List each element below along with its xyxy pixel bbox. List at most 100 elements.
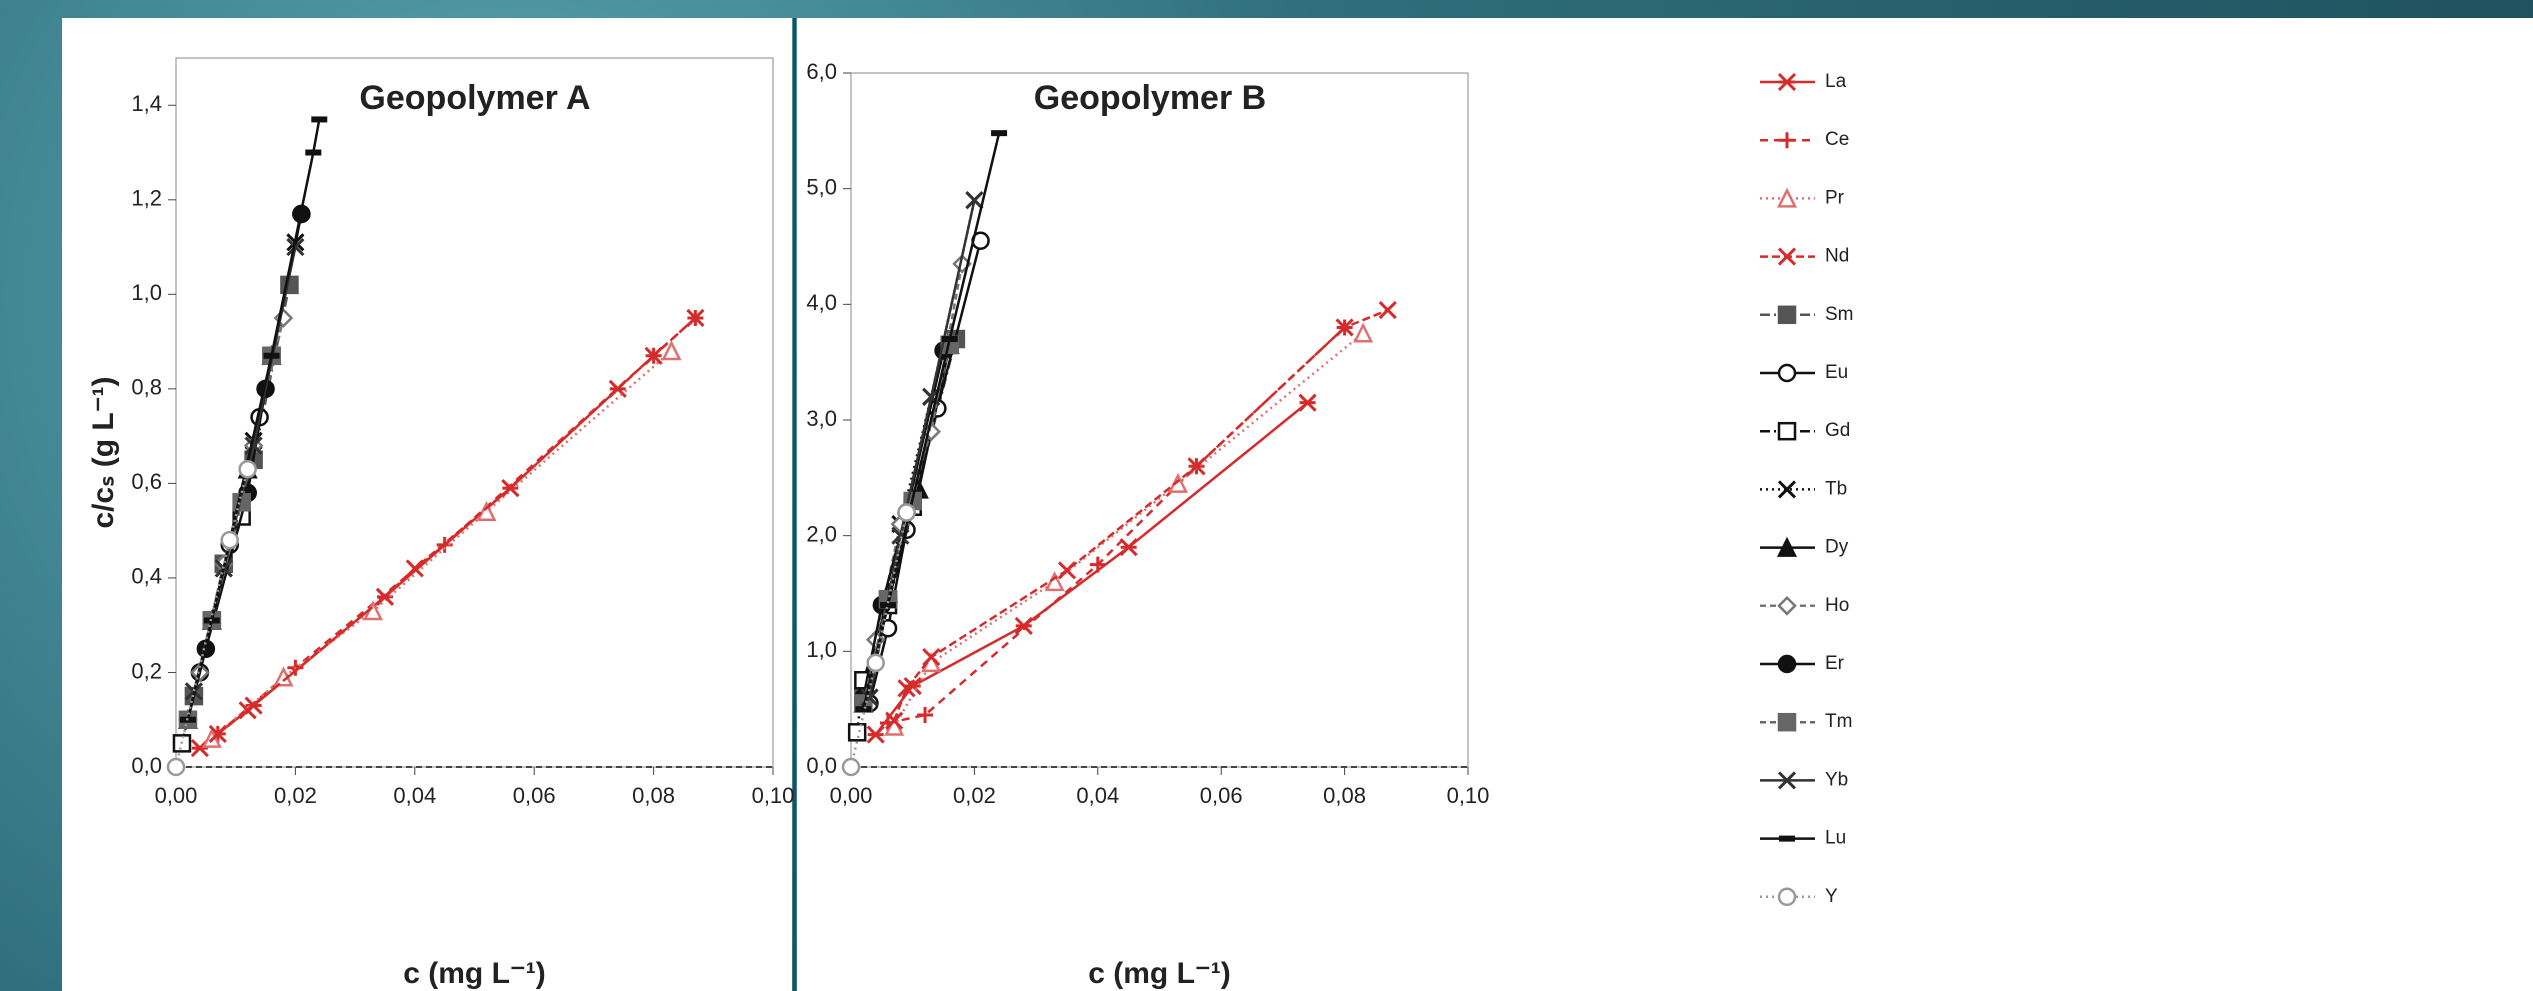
x-tick-label: 0,00 [155, 783, 198, 808]
marker-shape [1353, 322, 1374, 343]
marker-shape [644, 346, 663, 365]
marker-shape [1777, 654, 1797, 674]
legend-label: Sm [1825, 304, 1854, 325]
marker [208, 724, 227, 743]
x-tick-label: 0,04 [1076, 783, 1119, 808]
marker [311, 116, 328, 123]
legend-label: Nd [1825, 246, 1849, 267]
marker-shape [885, 711, 904, 730]
marker-shape [1777, 247, 1797, 266]
legend-label: Gd [1825, 420, 1850, 441]
marker-shape [1298, 393, 1317, 412]
marker [1378, 301, 1397, 320]
marker [1777, 654, 1797, 674]
marker-shape [238, 459, 257, 479]
marker-shape [661, 340, 682, 361]
marker-shape [238, 701, 257, 720]
marker [1777, 247, 1797, 266]
marker [1044, 571, 1065, 592]
x-tick-label: 0,10 [752, 783, 795, 808]
marker [220, 530, 239, 550]
panel-a [62, 18, 792, 991]
y-tick-label: 0,2 [131, 658, 162, 683]
marker [1777, 712, 1797, 732]
marker [885, 711, 904, 730]
x-tick-label: 0,06 [1200, 783, 1243, 808]
marker-shape [1777, 887, 1797, 907]
marker-shape [1777, 771, 1797, 790]
marker [965, 191, 984, 210]
marker-shape [1776, 187, 1798, 208]
y-tick-label: 0,0 [131, 753, 162, 778]
y-tick-label: 6,0 [806, 59, 837, 84]
marker [1777, 363, 1797, 383]
marker [855, 706, 872, 713]
marker [1777, 305, 1797, 325]
y-tick-label: 1,4 [131, 91, 162, 116]
marker-shape [244, 436, 263, 455]
marker-shape [263, 352, 280, 359]
marker-shape [897, 679, 916, 698]
marker [922, 648, 941, 667]
marker-shape [166, 757, 186, 777]
marker [1777, 72, 1797, 92]
marker [880, 602, 897, 609]
legend-label: Dy [1825, 537, 1849, 558]
marker-shape [1777, 363, 1797, 383]
marker-shape [405, 559, 424, 578]
y-axis-label: c/cₛ (g L⁻¹) [87, 376, 120, 528]
marker-shape [1779, 835, 1795, 842]
y-tick-label: 0,0 [806, 753, 837, 778]
legend-label: Lu [1825, 828, 1846, 849]
marker [897, 503, 916, 522]
y-tick-label: 0,6 [131, 469, 162, 494]
marker-shape [866, 653, 885, 673]
legend-label: Tm [1825, 711, 1852, 732]
marker-shape [1777, 305, 1797, 325]
marker-shape [965, 191, 984, 210]
plot-frame [175, 57, 774, 768]
marker-shape [855, 706, 872, 713]
y-tick-label: 5,0 [806, 174, 837, 199]
marker-shape [917, 706, 934, 723]
marker [661, 340, 682, 361]
y-tick-label: 1,0 [131, 280, 162, 305]
marker [841, 757, 861, 777]
marker-shape [866, 725, 885, 744]
marker-shape [841, 757, 861, 777]
marker [1776, 536, 1798, 557]
marker [1089, 556, 1106, 573]
marker-shape [286, 238, 305, 257]
x-tick-label: 0,08 [632, 783, 675, 808]
marker [644, 346, 663, 365]
series-line [868, 199, 976, 698]
x-axis-label: c (mg L⁻¹) [403, 957, 546, 990]
marker [305, 149, 322, 156]
marker-shape [1776, 536, 1798, 557]
marker [1777, 887, 1797, 907]
marker [1777, 480, 1797, 499]
marker-shape [1777, 712, 1797, 732]
marker-shape [208, 724, 227, 743]
marker [1187, 457, 1206, 476]
marker [1779, 132, 1795, 149]
legend-label: Eu [1825, 362, 1848, 383]
marker-shape [1779, 132, 1795, 149]
y-tick-label: 0,4 [131, 564, 162, 589]
marker [686, 308, 705, 328]
marker-shape [880, 602, 897, 609]
marker [263, 352, 280, 359]
marker-shape [311, 116, 328, 123]
chart-title: Geopolymer B [1034, 79, 1266, 117]
marker-shape [847, 723, 867, 742]
x-tick-label: 0,08 [1323, 783, 1366, 808]
marker [897, 679, 916, 698]
marker-shape [375, 587, 395, 606]
marker [501, 479, 520, 498]
x-tick-label: 0,06 [513, 783, 556, 808]
marker-shape [941, 336, 958, 343]
legend-label: Pr [1825, 187, 1845, 208]
marker-shape [1777, 421, 1797, 441]
marker [941, 336, 958, 343]
